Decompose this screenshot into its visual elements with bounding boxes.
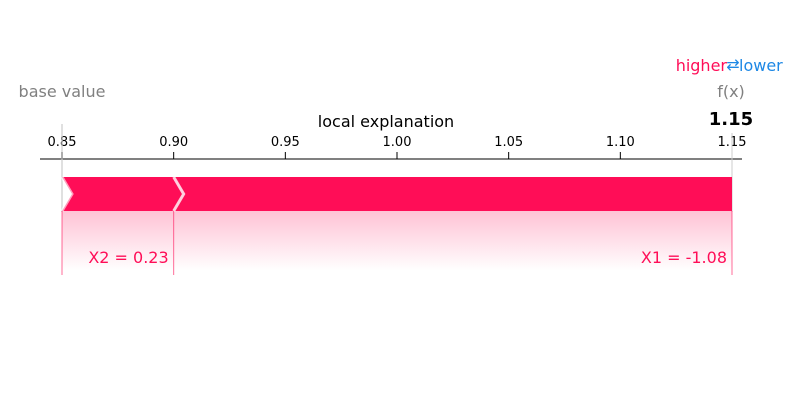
x-tick-label: 1.10 (606, 135, 635, 150)
fx-value: 1.15 (709, 109, 753, 130)
x-tick-label: 1.00 (383, 135, 412, 150)
x-tick-label: 0.90 (159, 135, 188, 150)
feature-label: X1 = -1.08 (641, 248, 727, 267)
x-tick-label: 1.05 (494, 135, 523, 150)
legend-higher: higher (676, 56, 728, 75)
feature-fade (173, 211, 732, 271)
x-tick-label: 0.95 (271, 135, 300, 150)
feature-bar (173, 177, 732, 211)
legend-arrow-icon: ⇄ (726, 55, 739, 74)
chart-title: local explanation (318, 112, 454, 131)
segment-separator (172, 176, 186, 212)
x-axis-ticks: 0.850.900.951.001.051.101.15 (48, 135, 746, 159)
base-separator (60, 176, 74, 212)
feature-label: X2 = 0.23 (88, 248, 168, 267)
feature-fade (62, 211, 174, 271)
fx-label: f(x) (717, 82, 745, 101)
legend-lower: lower (739, 56, 783, 75)
feature-marks: X2 = 0.23 X1 = -1.08 (60, 124, 733, 275)
base-value-label: base value (19, 82, 106, 101)
feature-bar (62, 177, 184, 211)
